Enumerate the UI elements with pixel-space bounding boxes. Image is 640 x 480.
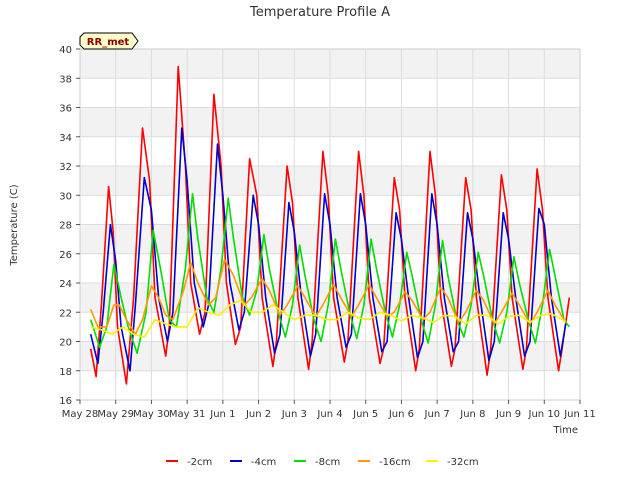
x-axis-label: Time: [553, 425, 578, 436]
y-tick-label: 32: [59, 162, 72, 173]
x-tick-label: May 30: [133, 409, 170, 420]
y-tick-label: 28: [59, 221, 72, 232]
y-tick-label: 22: [59, 308, 72, 319]
series-line-minus-32cm: [90, 299, 566, 338]
y-tick-label: 34: [59, 133, 72, 144]
x-tick-label: May 31: [169, 409, 206, 420]
legend-label: -16cm: [379, 457, 411, 468]
y-tick-label: 40: [59, 45, 72, 56]
badge-shape: [79, 32, 139, 50]
y-tick-label: 24: [59, 279, 72, 290]
legend-label: -2cm: [187, 457, 212, 468]
legend: -2cm -4cm -8cm -16cm -32cm: [166, 457, 479, 468]
y-tick-label: 20: [59, 338, 72, 349]
y-tick-label: 18: [59, 367, 72, 378]
badge-label: RR_met: [87, 37, 130, 48]
y-tick-label: 36: [59, 104, 72, 115]
y-tick-label: 30: [59, 191, 72, 202]
x-tick-label: May 28: [62, 409, 99, 420]
x-tick-label: Jun 5: [352, 409, 378, 420]
y-axis-label: Temperature (C): [9, 184, 20, 266]
station-badge: RR_met: [79, 32, 139, 50]
legend-label: -8cm: [315, 457, 340, 468]
x-tick-label: Jun 11: [563, 409, 596, 420]
series-line-minus-4cm: [89, 127, 567, 372]
chart-title: Temperature Profile A: [249, 5, 390, 20]
series-layer: [89, 65, 571, 385]
y-tick-label: 38: [59, 74, 72, 85]
y-tick-label: 26: [59, 250, 72, 261]
x-tick-label: Jun 8: [459, 409, 485, 420]
x-tick-label: Jun 2: [245, 409, 271, 420]
x-tick-label: Jun 10: [528, 409, 561, 420]
x-tick-label: May 29: [97, 409, 134, 420]
x-tick-label: Jun 9: [495, 409, 521, 420]
x-tick-label: Jun 4: [316, 409, 342, 420]
x-tick-label: Jun 6: [388, 409, 414, 420]
x-tick-label: Jun 3: [281, 409, 307, 420]
y-tick-label: 16: [59, 396, 72, 407]
x-tick-label: Jun 7: [424, 409, 450, 420]
x-tick-label: Jun 1: [209, 409, 235, 420]
legend-label: -4cm: [251, 457, 276, 468]
series-line-minus-16cm: [89, 258, 567, 335]
legend-label: -32cm: [447, 457, 479, 468]
